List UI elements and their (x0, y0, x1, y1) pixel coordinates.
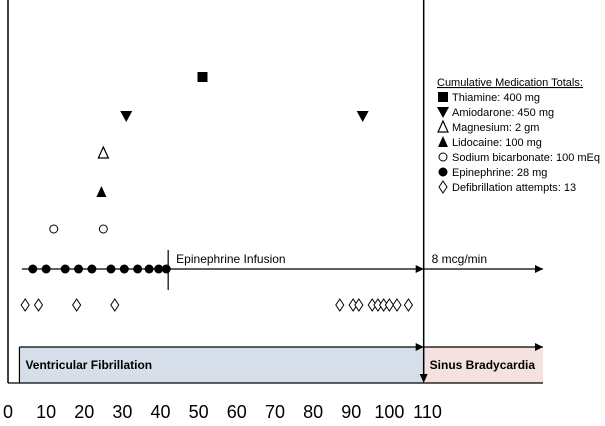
data-point (120, 111, 133, 122)
legend-entry: Sodium bicarbonate: 100 mEq (452, 152, 600, 164)
legend-marker (437, 119, 449, 133)
x-tick-label: 100 (374, 402, 404, 422)
series-markers (20, 298, 414, 312)
infusion-rate-arrowhead (535, 265, 543, 273)
rhythm-label: Ventricular Fibrillation (25, 358, 152, 372)
infusion-arrowhead (415, 265, 424, 273)
data-point (33, 298, 44, 312)
legend-marker (438, 167, 448, 177)
data-point (20, 298, 30, 312)
data-point (96, 186, 107, 197)
data-point (403, 298, 414, 312)
data-point (133, 264, 143, 274)
medication-markers (20, 72, 414, 312)
data-point (28, 264, 38, 274)
legend-marker (438, 180, 448, 194)
x-tick-label: 10 (36, 402, 56, 422)
series-markers (120, 111, 369, 122)
x-tick-label: 30 (112, 402, 132, 422)
data-point (161, 264, 171, 274)
series-markers (197, 72, 208, 82)
legend-entry: Magnesium: 2 gm (452, 122, 539, 134)
infusion-label: Epinephrine Infusion (176, 252, 285, 266)
legend-marker (438, 152, 448, 162)
data-point (144, 264, 154, 274)
legend-entry: Amiodarone: 450 mg (452, 107, 554, 119)
data-point (384, 298, 394, 312)
data-point (106, 264, 116, 274)
sb-arrowhead (535, 343, 543, 351)
data-point (98, 224, 108, 234)
data-point (74, 264, 84, 274)
data-point (87, 264, 97, 274)
data-point (72, 298, 82, 312)
legend-marker (438, 92, 448, 102)
series-markers (28, 264, 171, 274)
series-markers (96, 186, 107, 197)
rhythm-label: Sinus Bradycardia (430, 358, 536, 372)
legend-entry: Epinephrine: 28 mg (452, 167, 547, 179)
x-tick-label: 0 (3, 402, 13, 422)
series-markers (97, 145, 110, 159)
x-axis: 0 10 20 30 40 50 60 70 80 90 100 110 (3, 0, 543, 422)
legend-marker (437, 107, 449, 118)
x-tick-label: 40 (151, 402, 171, 422)
rhythm-bar (19, 347, 424, 383)
data-point (60, 264, 70, 274)
data-point (49, 224, 59, 234)
infusion-rate-label: 8 mcg/min (432, 252, 487, 266)
data-point (392, 298, 402, 312)
data-point (197, 72, 208, 82)
rhythm-bars: Ventricular Fibrillation Sinus Bradycardi… (18, 343, 543, 383)
rhythm-bar (423, 347, 543, 383)
data-point (354, 298, 364, 312)
data-point (335, 298, 345, 312)
data-point (119, 264, 129, 274)
data-point (110, 298, 120, 312)
legend-title: Cumulative Medication Totals: (437, 77, 583, 89)
data-point (154, 264, 164, 274)
data-point (41, 264, 51, 274)
series-markers (49, 224, 108, 234)
x-tick-label: 50 (189, 402, 209, 422)
x-tick-label: 110 (413, 402, 442, 422)
data-point (356, 111, 369, 122)
x-tick-label: 80 (303, 402, 323, 422)
legend-entry: Lidocaine: 100 mg (452, 137, 542, 149)
legend: Cumulative Medication Totals: Thiamine: 4… (437, 77, 600, 194)
legend-entry: Defibrillation attempts: 13 (452, 182, 576, 194)
data-point (97, 145, 110, 159)
legend-entry: Thiamine: 400 mg (452, 92, 540, 104)
epinephrine-infusion: Epinephrine Infusion 8 mcg/min (22, 250, 543, 290)
x-tick-label: 70 (265, 402, 285, 422)
legend-marker (438, 136, 448, 147)
x-tick-label: 20 (74, 402, 94, 422)
event-line-arrowhead (419, 374, 428, 383)
rhythm-arrowhead (415, 343, 424, 351)
x-tick-label: 90 (341, 402, 361, 422)
x-tick-label: 60 (227, 402, 247, 422)
